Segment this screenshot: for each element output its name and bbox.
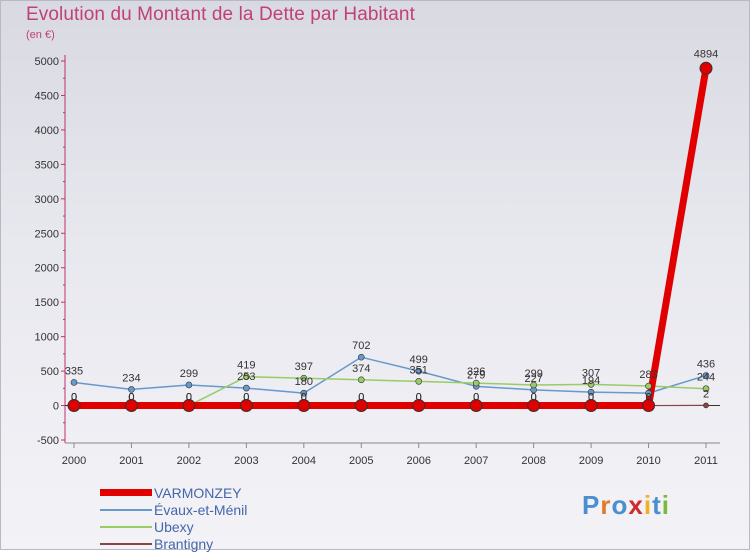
y-tick-label: 3500 bbox=[35, 159, 59, 171]
data-label: 0 bbox=[531, 392, 537, 404]
data-label: 0 bbox=[473, 392, 479, 404]
x-tick-label: 2006 bbox=[406, 455, 430, 467]
legend-swatch-evaux bbox=[100, 509, 152, 511]
logo-letter: t bbox=[652, 490, 662, 520]
data-label: 244 bbox=[697, 372, 715, 384]
series-points bbox=[68, 62, 712, 411]
x-tick-label: 2008 bbox=[521, 455, 545, 467]
x-tick-label: 2003 bbox=[234, 455, 258, 467]
y-tick-label: 1000 bbox=[35, 332, 59, 344]
x-tick-label: 2009 bbox=[579, 455, 603, 467]
data-point bbox=[358, 354, 364, 360]
legend-label-ubexy: Ubexy bbox=[154, 519, 194, 535]
logo-letter: o bbox=[611, 490, 628, 520]
legend-label-varmonzey: VARMONZEY bbox=[154, 485, 242, 501]
series-line-0 bbox=[74, 68, 706, 405]
data-point bbox=[704, 403, 709, 408]
x-tick-label: 2011 bbox=[694, 455, 718, 467]
legend-item-brantigny: Brantigny bbox=[100, 536, 360, 553]
data-label: 299 bbox=[524, 368, 542, 380]
data-label: 702 bbox=[352, 340, 370, 352]
data-label: 0 bbox=[416, 392, 422, 404]
data-label: 0 bbox=[71, 392, 77, 404]
proxiti-logo: Proxiti bbox=[582, 490, 670, 521]
data-label: 234 bbox=[122, 372, 140, 384]
data-label: 0 bbox=[243, 392, 249, 404]
y-tick-label: 1500 bbox=[35, 297, 59, 309]
y-tick-label: 2500 bbox=[35, 228, 59, 240]
data-label: 436 bbox=[697, 359, 715, 371]
data-label: 180 bbox=[295, 376, 313, 388]
data-label: 4894 bbox=[694, 48, 718, 60]
data-label: 0 bbox=[588, 392, 594, 404]
legend-item-evaux: Évaux-et-Ménil bbox=[100, 502, 360, 519]
x-tick-label: 2005 bbox=[349, 455, 373, 467]
data-point bbox=[646, 383, 652, 389]
data-point bbox=[71, 379, 77, 385]
x-tick-label: 2002 bbox=[177, 455, 201, 467]
data-label: 397 bbox=[295, 361, 313, 373]
data-label: 253 bbox=[237, 371, 255, 383]
logo-letter: i bbox=[644, 490, 652, 520]
y-tick-label: 2000 bbox=[35, 263, 59, 275]
data-label: 283 bbox=[639, 369, 657, 381]
data-label: 0 bbox=[128, 392, 134, 404]
x-tick-label: 2010 bbox=[636, 455, 660, 467]
y-tick-label: 3000 bbox=[35, 194, 59, 206]
data-label: 0 bbox=[645, 392, 651, 404]
x-tick-label: 2001 bbox=[119, 455, 143, 467]
data-point bbox=[416, 378, 422, 384]
x-tick-label: 2000 bbox=[62, 455, 86, 467]
data-label: 374 bbox=[352, 363, 370, 375]
x-tick-label: 2004 bbox=[292, 455, 316, 467]
legend-swatch-brantigny bbox=[100, 543, 152, 545]
legend-item-varmonzey: VARMONZEY bbox=[100, 485, 360, 502]
series-line-1 bbox=[74, 357, 706, 393]
data-label: 2 bbox=[703, 388, 709, 400]
legend-swatch-ubexy bbox=[100, 526, 152, 528]
series-lines bbox=[74, 68, 706, 405]
logo-letter: i bbox=[662, 490, 670, 520]
y-tick-label: 0 bbox=[53, 401, 59, 413]
data-label: 351 bbox=[410, 364, 428, 376]
legend-label-evaux: Évaux-et-Ménil bbox=[154, 502, 247, 518]
data-point bbox=[186, 382, 192, 388]
data-point bbox=[700, 62, 712, 74]
logo-letter: r bbox=[600, 490, 611, 520]
logo-letter: P bbox=[582, 490, 600, 520]
y-tick-label: 500 bbox=[41, 366, 59, 378]
legend: VARMONZEY Évaux-et-Ménil Ubexy Brantigny bbox=[100, 485, 360, 553]
logo-letter: x bbox=[628, 490, 643, 520]
legend-item-ubexy: Ubexy bbox=[100, 519, 360, 536]
data-label: 335 bbox=[65, 365, 83, 377]
y-tick-label: -500 bbox=[37, 435, 59, 447]
data-point bbox=[243, 385, 249, 391]
data-point bbox=[358, 377, 364, 383]
y-tick-label: 4000 bbox=[35, 125, 59, 137]
data-label: 326 bbox=[467, 366, 485, 378]
data-label: 0 bbox=[301, 392, 307, 404]
data-label: 299 bbox=[180, 368, 198, 380]
data-label: 419 bbox=[237, 360, 255, 372]
y-tick-label: 5000 bbox=[35, 56, 59, 68]
data-label: 307 bbox=[582, 367, 600, 379]
series-line-2 bbox=[74, 377, 706, 406]
legend-swatch-varmonzey bbox=[100, 489, 152, 496]
y-tick-label: 4500 bbox=[35, 90, 59, 102]
x-tick-label: 2007 bbox=[464, 455, 488, 467]
data-label: 0 bbox=[186, 392, 192, 404]
data-label: 0 bbox=[358, 392, 364, 404]
